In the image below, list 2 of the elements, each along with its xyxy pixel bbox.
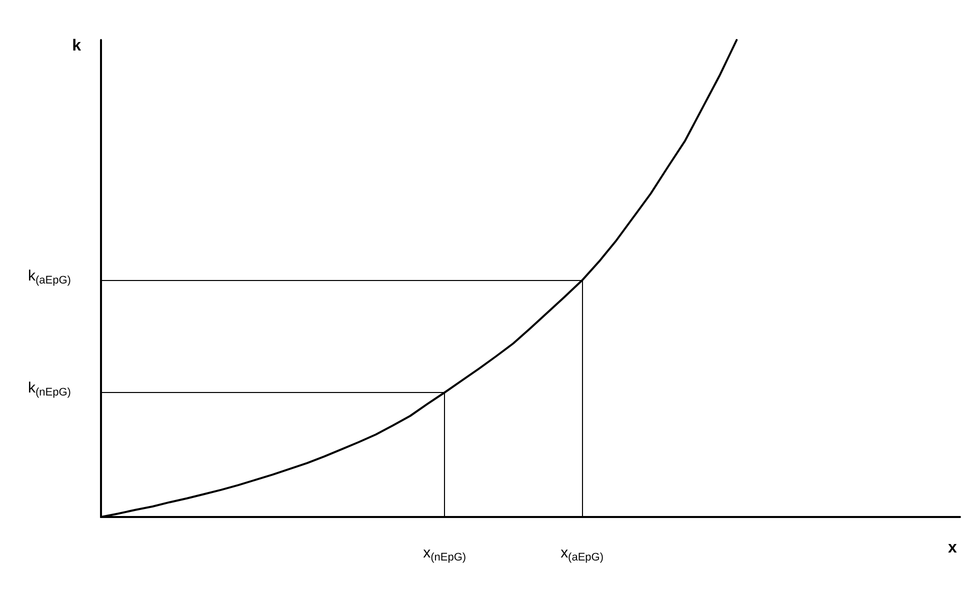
x-axis-title: x	[948, 540, 957, 556]
y-axis-title: k	[72, 38, 82, 54]
